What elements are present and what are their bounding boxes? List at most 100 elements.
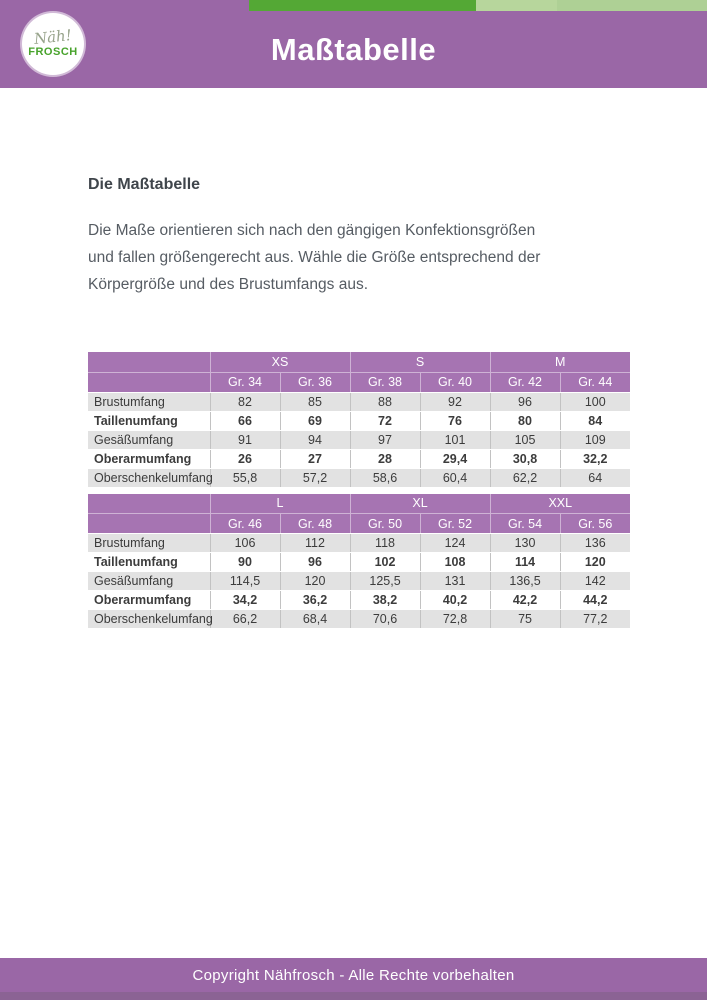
page-header: Näh! FROSCH Maßtabelle: [0, 0, 707, 88]
measurement-value: 88: [349, 392, 420, 412]
measurement-value: 85: [279, 392, 350, 412]
measurement-label: Gesäßumfang: [88, 571, 210, 591]
measurement-value: 106: [209, 533, 280, 553]
measurement-value: 70,6: [349, 609, 421, 629]
size-column-header: Gr. 44: [559, 371, 631, 393]
measurement-value: 102: [349, 552, 421, 572]
measurement-value: 66: [209, 411, 280, 431]
size-column-header: Gr. 40: [419, 371, 490, 393]
measurement-value: 34,2: [209, 590, 280, 610]
size-group-cell: XL: [349, 493, 491, 514]
table-row: Taillenumfang 90 96 102 108 114 120: [88, 552, 631, 572]
accent-segment-light-green: [557, 0, 707, 11]
measurement-value: 76: [419, 411, 490, 431]
page-title: Maßtabelle: [270, 32, 437, 67]
measurement-value: 114: [489, 552, 561, 572]
measurement-value: 26: [209, 449, 280, 469]
measurement-value: 112: [279, 533, 351, 553]
size-group-row: XS S M: [88, 352, 631, 372]
measurement-label: Brustumfang: [88, 392, 210, 412]
size-column-header: Gr. 50: [349, 513, 421, 534]
footer-bottom-strip: [0, 992, 707, 1000]
header-corner-cell: [88, 493, 210, 514]
measurement-value: 96: [489, 392, 560, 412]
logo-brand-text: FROSCH: [28, 46, 78, 58]
size-column-header: Gr. 52: [419, 513, 491, 534]
measurement-value: 124: [419, 533, 491, 553]
measurement-table-2: L XL XXL Gr. 46 Gr. 48 Gr. 50 Gr. 52 Gr. 54 Gr. …: [88, 493, 631, 629]
size-column-header: Gr. 34: [209, 371, 280, 393]
size-group-cell: XXL: [489, 493, 631, 514]
size-group-cell: XS: [209, 352, 350, 372]
measurement-value: 66,2: [209, 609, 280, 629]
measurement-value: 94: [279, 430, 350, 450]
measurement-value: 72,8: [419, 609, 491, 629]
measurement-value: 28: [349, 449, 420, 469]
measurement-value: 58,6: [349, 468, 420, 488]
measurement-label: Brustumfang: [88, 533, 210, 553]
page-footer: Copyright Nähfrosch - Alle Rechte vorbeh…: [0, 958, 707, 992]
measurement-value: 40,2: [419, 590, 491, 610]
table-row: Gesäßumfang 114,5 120 125,5 131 136,5 142: [88, 571, 631, 591]
measurement-value: 62,2: [489, 468, 560, 488]
measurement-label: Oberschenkelumfang: [88, 609, 213, 629]
measurement-label: Oberarmumfang: [88, 449, 210, 469]
measurement-value: 32,2: [559, 449, 631, 469]
measurement-value: 68,4: [279, 609, 351, 629]
size-column-header: Gr. 54: [489, 513, 561, 534]
size-column-header: Gr. 56: [559, 513, 631, 534]
table-row: Oberschenkelumfang 66,2 68,4 70,6 72,8 75 77,2: [88, 609, 631, 629]
measurement-value: 125,5: [349, 571, 421, 591]
size-column-header: Gr. 48: [279, 513, 351, 534]
measurement-value: 101: [419, 430, 490, 450]
table-row: Brustumfang 106 112 118 124 130 136: [88, 533, 631, 553]
measurement-value: 55,8: [209, 468, 280, 488]
measurement-value: 142: [559, 571, 631, 591]
measurement-value: 130: [489, 533, 561, 553]
measurement-label: Oberschenkelumfang: [88, 468, 213, 488]
size-group-cell: M: [489, 352, 631, 372]
measurement-value: 108: [419, 552, 491, 572]
measurement-value: 42,2: [489, 590, 561, 610]
measurement-value: 96: [279, 552, 351, 572]
size-column-header: Gr. 38: [349, 371, 420, 393]
size-group-cell: L: [209, 493, 351, 514]
measurement-value: 29,4: [419, 449, 490, 469]
measurement-value: 80: [489, 411, 560, 431]
measurement-value: 100: [559, 392, 631, 412]
measurement-label: Taillenumfang: [88, 411, 210, 431]
measurement-value: 60,4: [419, 468, 490, 488]
section-heading: Die Maßtabelle: [88, 176, 201, 193]
measurement-value: 109: [559, 430, 631, 450]
nahfrosch-logo: Näh! FROSCH: [22, 13, 84, 75]
measurement-value: 131: [419, 571, 491, 591]
measurement-value: 114,5: [209, 571, 280, 591]
measurement-value: 105: [489, 430, 560, 450]
measurement-table-1: XS S M Gr. 34 Gr. 36 Gr. 38 Gr. 40 Gr. 42 Gr. 44…: [88, 352, 631, 488]
measurement-label: Gesäßumfang: [88, 430, 210, 450]
measurement-value: 75: [489, 609, 561, 629]
accent-segment-mid-green: [476, 0, 557, 11]
measurement-value: 72: [349, 411, 420, 431]
table-row: Oberschenkelumfang 55,8 57,2 58,6 60,4 62,2 64: [88, 468, 631, 488]
copyright-text: Copyright Nähfrosch - Alle Rechte vorbeh…: [192, 966, 515, 984]
measurement-value: 90: [209, 552, 280, 572]
measurement-value: 64: [559, 468, 631, 488]
size-column-header: Gr. 46: [209, 513, 280, 534]
table-row: Oberarmumfang 34,2 36,2 38,2 40,2 42,2 44,2: [88, 590, 631, 610]
size-group-cell: S: [349, 352, 490, 372]
measurement-value: 57,2: [279, 468, 350, 488]
header-corner-cell: [88, 371, 210, 393]
measurement-value: 77,2: [559, 609, 631, 629]
measurement-value: 44,2: [559, 590, 631, 610]
table-row: Brustumfang 82 85 88 92 96 100: [88, 392, 631, 412]
measurement-value: 84: [559, 411, 631, 431]
top-accent-bar: [249, 0, 707, 11]
measurement-label: Oberarmumfang: [88, 590, 210, 610]
header-corner-cell: [88, 352, 210, 372]
measurement-value: 97: [349, 430, 420, 450]
measurement-label: Taillenumfang: [88, 552, 210, 572]
size-column-header: Gr. 36: [279, 371, 350, 393]
size-group-row: L XL XXL: [88, 493, 631, 514]
